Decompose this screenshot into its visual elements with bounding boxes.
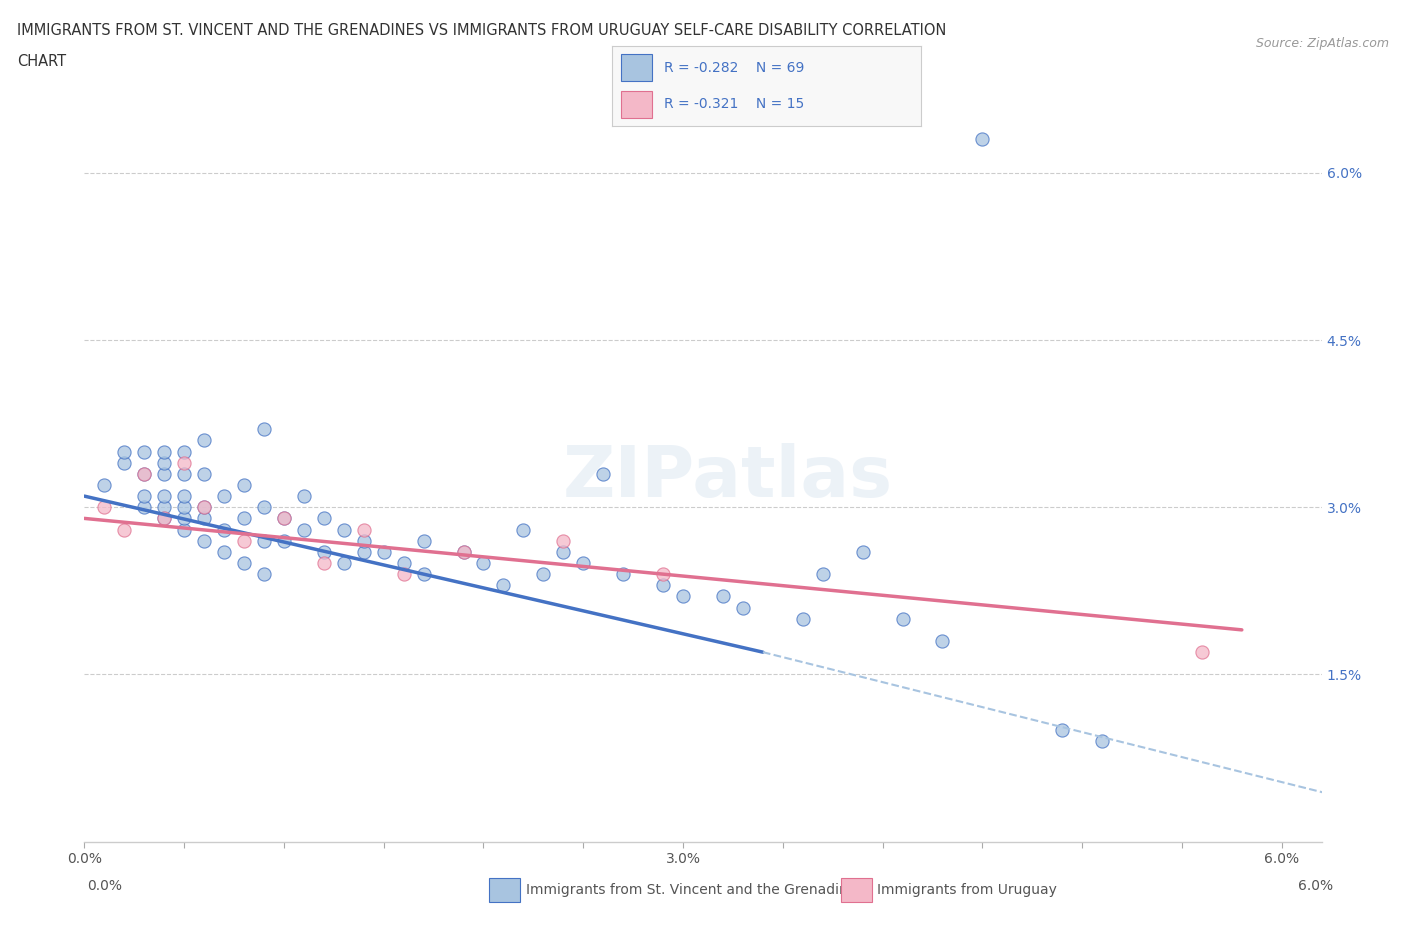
Text: CHART: CHART	[17, 54, 66, 69]
Point	[292, 522, 315, 537]
Point	[412, 533, 434, 548]
Point	[312, 555, 335, 570]
Text: Immigrants from St. Vincent and the Grenadines: Immigrants from St. Vincent and the Gren…	[526, 883, 863, 897]
Point	[373, 544, 395, 559]
Point	[333, 522, 356, 537]
Point	[453, 544, 475, 559]
Point	[353, 522, 375, 537]
Point	[353, 533, 375, 548]
Text: Source: ZipAtlas.com: Source: ZipAtlas.com	[1256, 37, 1389, 50]
Point	[652, 566, 675, 581]
Point	[233, 477, 256, 492]
Point	[852, 544, 875, 559]
Point	[512, 522, 534, 537]
Point	[233, 533, 256, 548]
Point	[253, 422, 276, 437]
Point	[173, 488, 195, 503]
Point	[193, 533, 215, 548]
Point	[811, 566, 834, 581]
Point	[453, 544, 475, 559]
FancyBboxPatch shape	[621, 91, 652, 118]
Point	[1191, 644, 1213, 659]
Point	[891, 611, 914, 626]
Point	[153, 466, 176, 481]
Point	[134, 488, 156, 503]
Point	[153, 456, 176, 471]
Point	[492, 578, 515, 592]
Point	[931, 633, 953, 648]
Point	[112, 445, 135, 459]
Point	[312, 511, 335, 525]
Point	[412, 566, 434, 581]
Text: Immigrants from Uruguay: Immigrants from Uruguay	[877, 883, 1057, 897]
Point	[711, 589, 734, 604]
Point	[193, 466, 215, 481]
Point	[731, 600, 754, 615]
Point	[134, 466, 156, 481]
Point	[592, 466, 614, 481]
Point	[1050, 723, 1073, 737]
Point	[112, 522, 135, 537]
Point	[173, 456, 195, 471]
Point	[353, 544, 375, 559]
Point	[134, 499, 156, 514]
Point	[292, 488, 315, 503]
Point	[173, 499, 195, 514]
Text: IMMIGRANTS FROM ST. VINCENT AND THE GRENADINES VS IMMIGRANTS FROM URUGUAY SELF-C: IMMIGRANTS FROM ST. VINCENT AND THE GREN…	[17, 23, 946, 38]
Text: ZIPatlas: ZIPatlas	[562, 444, 893, 512]
Point	[173, 522, 195, 537]
Text: R = -0.321    N = 15: R = -0.321 N = 15	[664, 98, 804, 112]
Point	[112, 456, 135, 471]
Point	[93, 477, 115, 492]
Point	[233, 511, 256, 525]
Point	[392, 566, 415, 581]
Point	[212, 488, 235, 503]
Point	[792, 611, 814, 626]
Point	[972, 132, 994, 147]
Point	[193, 499, 215, 514]
Point	[173, 511, 195, 525]
Point	[93, 499, 115, 514]
Point	[253, 499, 276, 514]
Point	[173, 466, 195, 481]
Point	[472, 555, 495, 570]
Point	[134, 466, 156, 481]
Point	[193, 499, 215, 514]
Point	[531, 566, 554, 581]
Point	[312, 544, 335, 559]
Point	[553, 533, 575, 548]
Point	[193, 511, 215, 525]
Point	[212, 544, 235, 559]
Point	[333, 555, 356, 570]
Point	[553, 544, 575, 559]
Text: 0.0%: 0.0%	[87, 879, 122, 893]
Point	[672, 589, 695, 604]
Point	[193, 433, 215, 448]
Text: 6.0%: 6.0%	[1298, 879, 1333, 893]
Point	[153, 499, 176, 514]
Point	[253, 566, 276, 581]
Point	[273, 533, 295, 548]
FancyBboxPatch shape	[621, 54, 652, 81]
Point	[392, 555, 415, 570]
Point	[153, 488, 176, 503]
Point	[1091, 734, 1114, 749]
Point	[253, 533, 276, 548]
Point	[212, 522, 235, 537]
Point	[612, 566, 634, 581]
Point	[652, 578, 675, 592]
Text: R = -0.282    N = 69: R = -0.282 N = 69	[664, 60, 804, 74]
Point	[153, 511, 176, 525]
Point	[572, 555, 595, 570]
Point	[273, 511, 295, 525]
Point	[153, 511, 176, 525]
Point	[173, 445, 195, 459]
Point	[233, 555, 256, 570]
Point	[153, 445, 176, 459]
Point	[134, 445, 156, 459]
Point	[273, 511, 295, 525]
